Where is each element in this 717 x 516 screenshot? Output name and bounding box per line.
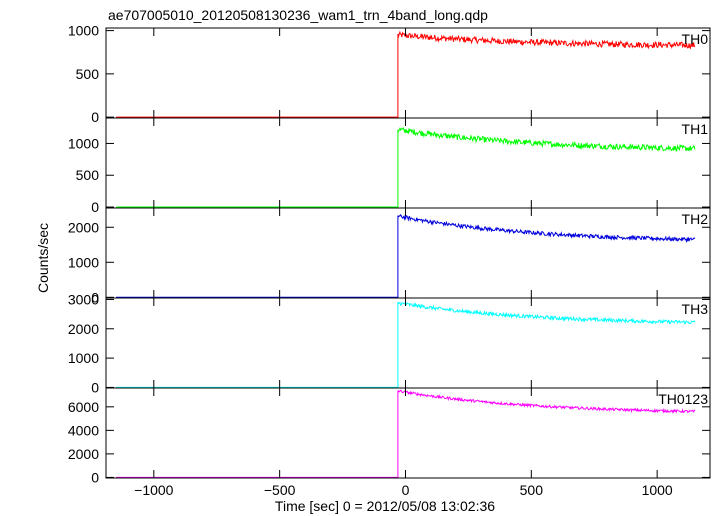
y-tick-label: 3000	[68, 291, 99, 307]
chart-title: ae707005010_20120508130236_wam1_trn_4ban…	[108, 7, 488, 23]
panel-frame-th2	[105, 207, 711, 299]
panel-frame-th0123	[105, 387, 711, 479]
y-tick-label: 2000	[68, 321, 99, 337]
panel-frame-th3	[105, 297, 711, 389]
x-tick-label: 1000	[642, 482, 673, 498]
y-tick-label: 1000	[68, 135, 99, 151]
y-tick-label: 2000	[68, 446, 99, 462]
series-line-th2	[116, 213, 696, 298]
y-tick-label: 2000	[68, 219, 99, 235]
series-line-th3	[116, 301, 696, 388]
panel-label-th0: TH0	[682, 31, 709, 47]
y-tick-label: 0	[91, 199, 99, 215]
panel-label-th1: TH1	[682, 121, 709, 137]
y-tick-label: 4000	[68, 422, 99, 438]
panel-label-th2: TH2	[682, 211, 709, 227]
series-line-th1	[116, 126, 696, 208]
x-tick-label: 0	[402, 482, 410, 498]
y-tick-label: 1000	[68, 23, 99, 39]
y-tick-label: 0	[91, 289, 99, 305]
x-tick-label: −1000	[134, 482, 174, 498]
x-tick-label: 500	[520, 482, 544, 498]
y-tick-label: 6000	[68, 399, 99, 415]
y-axis-label: Counts/sec	[35, 223, 51, 293]
y-tick-label: 0	[91, 379, 99, 395]
panel-label-th0123: TH0123	[658, 391, 708, 407]
panels: 0 500 1000 TH0 0 500 1000 TH1 0 1000 2000 TH2 0 1000 2…	[68, 23, 711, 498]
series-line-th0	[116, 30, 696, 118]
series-line-th0123	[116, 389, 696, 478]
panel-frame-th0	[105, 27, 711, 119]
y-tick-label: 500	[76, 66, 100, 82]
x-tick-label: −500	[264, 482, 296, 498]
y-tick-label: 1000	[68, 254, 99, 270]
y-tick-label: 500	[76, 167, 100, 183]
x-axis-label: Time [sec] 0 = 2012/05/08 13:02:36	[275, 498, 495, 514]
panel-label-th3: TH3	[682, 301, 709, 317]
y-tick-label: 0	[91, 469, 99, 485]
y-tick-label: 1000	[68, 350, 99, 366]
y-tick-label: 0	[91, 109, 99, 125]
